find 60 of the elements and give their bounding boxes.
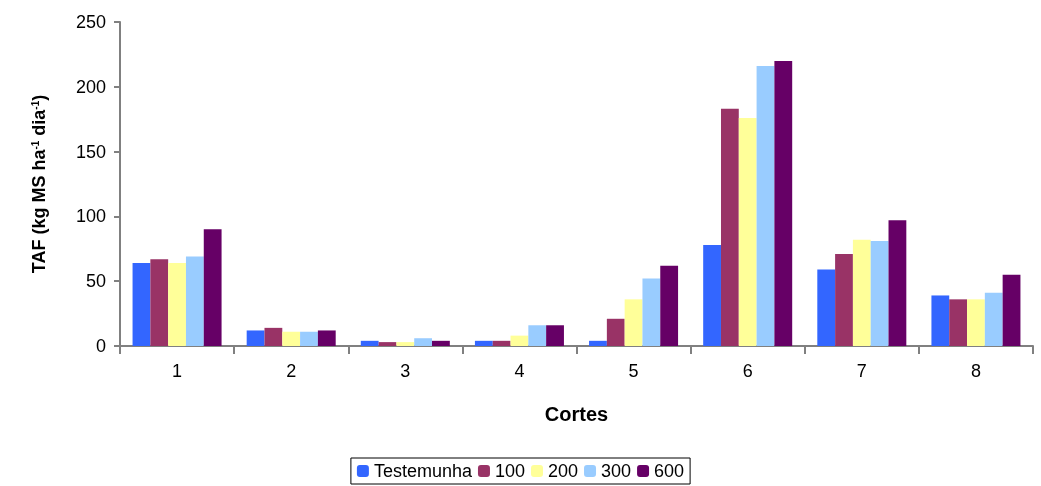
bar (1002, 274, 1021, 346)
bar (756, 66, 775, 346)
x-tick-label: 6 (742, 361, 753, 381)
bar (414, 338, 433, 346)
x-tick-label: 7 (856, 361, 867, 381)
bar (264, 327, 283, 346)
bar (835, 253, 853, 346)
bar (150, 259, 169, 346)
bar (624, 299, 643, 346)
y-tick-label: 50 (85, 271, 106, 292)
legend-label: 100 (494, 461, 526, 481)
x-tick-label: 3 (400, 361, 411, 381)
legend-label: Testemunha (373, 461, 473, 481)
bar (300, 331, 318, 346)
bar (852, 239, 871, 346)
bar (360, 340, 379, 346)
x-axis-title: Cortes (544, 403, 609, 425)
bar (703, 244, 721, 346)
bar (510, 335, 529, 346)
bar (888, 220, 907, 346)
bar (246, 330, 265, 346)
bar (967, 299, 985, 346)
x-tick-label: 4 (514, 361, 525, 381)
bar (317, 330, 336, 346)
y-tick-label: 0 (95, 336, 106, 356)
bar (432, 340, 450, 346)
bar (474, 340, 493, 346)
bar (660, 265, 679, 346)
x-tick-label: 8 (970, 361, 981, 381)
bar (817, 269, 836, 346)
bar (589, 340, 607, 346)
bar (606, 318, 625, 346)
legend-label: 200 (548, 461, 579, 481)
x-tick-label: 1 (172, 361, 183, 381)
bar (774, 60, 793, 346)
bar (396, 342, 415, 346)
x-tick-label: 5 (628, 361, 639, 381)
x-tick-label: 2 (286, 361, 297, 381)
bar (931, 295, 950, 346)
y-tick-label: 150 (75, 141, 106, 162)
bar (528, 325, 547, 346)
legend-label: 300 (601, 461, 632, 481)
bar (738, 117, 757, 346)
bar (378, 342, 397, 346)
y-tick-label: 100 (75, 206, 106, 227)
bar (132, 263, 151, 346)
bar (546, 325, 564, 346)
y-tick-label: 200 (75, 76, 106, 97)
bar (185, 256, 204, 346)
bar (720, 108, 739, 346)
bar (642, 278, 661, 346)
bar (203, 229, 222, 346)
bar (984, 292, 1003, 346)
bar (870, 241, 889, 346)
bar (168, 263, 186, 346)
bar (282, 331, 301, 346)
legend-label: 600 (654, 461, 685, 481)
bar (949, 299, 968, 346)
y-tick-label: 250 (75, 12, 106, 32)
bar (492, 340, 511, 346)
